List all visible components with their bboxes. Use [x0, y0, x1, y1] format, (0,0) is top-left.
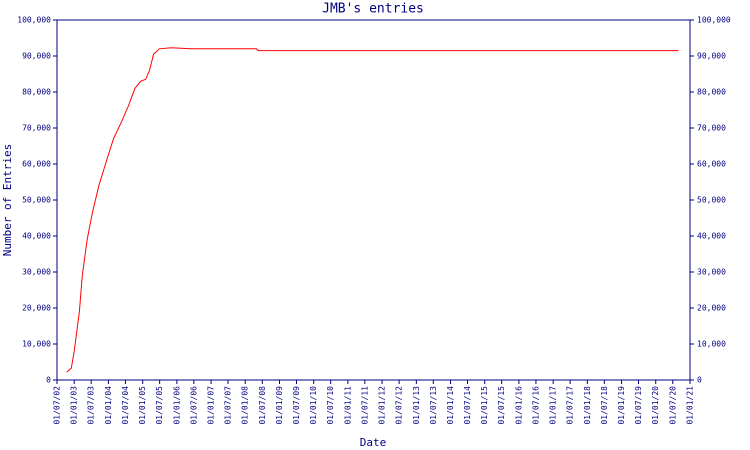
y-tick-label: 10,000 — [22, 340, 51, 349]
x-tick-label: 01/01/13 — [412, 386, 421, 425]
y-tick-label: 40,000 — [22, 232, 51, 241]
x-tick-label: 01/07/15 — [497, 386, 506, 425]
x-tick-label: 01/01/06 — [172, 386, 181, 425]
y2-tick-label: 40,000 — [697, 232, 726, 241]
x-tick-label: 01/07/09 — [292, 386, 301, 425]
x-tick-label: 01/07/16 — [531, 386, 540, 425]
x-tick-label: 01/07/18 — [600, 386, 609, 425]
x-axis-label: Date — [360, 436, 387, 449]
x-tick-label: 01/01/12 — [378, 386, 387, 425]
x-tick-label: 01/01/10 — [309, 386, 318, 425]
x-tick-label: 01/01/15 — [480, 386, 489, 425]
x-tick-label: 01/07/04 — [121, 386, 130, 425]
data-line — [66, 47, 679, 373]
x-tick-label: 01/01/05 — [138, 386, 147, 425]
x-tick-label: 01/07/08 — [258, 386, 267, 425]
y2-tick-label: 60,000 — [697, 160, 726, 169]
x-tick-label: 01/01/07 — [207, 386, 216, 425]
x-tick-label: 01/01/09 — [275, 386, 284, 425]
y2-tick-label: 30,000 — [697, 268, 726, 277]
x-tick-label: 01/01/16 — [514, 386, 523, 425]
chart-title: JMB's entries — [322, 2, 424, 17]
y2-tick-label: 100,000 — [697, 16, 731, 25]
x-tick-label: 01/07/10 — [326, 386, 335, 425]
x-tick-label: 01/07/12 — [395, 386, 404, 425]
x-tick-label: 01/01/03 — [70, 386, 79, 425]
y-tick-label: 100,000 — [17, 16, 51, 25]
x-tick-label: 01/07/05 — [155, 386, 164, 425]
x-tick-label: 01/01/18 — [583, 386, 592, 425]
x-tick-label: 01/01/11 — [343, 386, 352, 425]
plot-frame — [56, 19, 691, 381]
x-tick-label: 01/07/03 — [87, 386, 96, 425]
y2-tick-label: 70,000 — [697, 124, 726, 133]
y-tick-label: 50,000 — [22, 196, 51, 205]
y2-tick-label: 20,000 — [697, 304, 726, 313]
x-tick-label: 01/01/14 — [446, 386, 455, 425]
x-tick-label: 01/01/21 — [686, 386, 695, 425]
x-tick-label: 01/07/02 — [53, 386, 62, 425]
x-tick-label: 01/01/17 — [549, 386, 558, 425]
y-tick-label: 80,000 — [22, 88, 51, 97]
y2-tick-label: 90,000 — [697, 52, 726, 61]
y-tick-label: 20,000 — [22, 304, 51, 313]
y-tick-label: 90,000 — [22, 52, 51, 61]
y-tick-label: 70,000 — [22, 124, 51, 133]
x-tick-label: 01/07/13 — [429, 386, 438, 425]
x-tick-label: 01/07/07 — [224, 386, 233, 425]
x-tick-label: 01/01/19 — [617, 386, 626, 425]
y2-tick-label: 10,000 — [697, 340, 726, 349]
x-tick-label: 01/01/08 — [241, 386, 250, 425]
y2-tick-label: 50,000 — [697, 196, 726, 205]
y-axis-label: Number of Entries — [1, 144, 14, 257]
x-tick-label: 01/07/14 — [463, 386, 472, 425]
y-tick-label: 30,000 — [22, 268, 51, 277]
x-tick-label: 01/01/04 — [104, 386, 113, 425]
x-tick-label: 01/07/19 — [634, 386, 643, 425]
x-tick-label: 01/07/06 — [189, 386, 198, 425]
y2-tick-label: 80,000 — [697, 88, 726, 97]
y-tick-label: 0 — [46, 376, 51, 385]
x-tick-label: 01/07/17 — [566, 386, 575, 425]
y2-tick-label: 0 — [697, 376, 702, 385]
x-tick-label: 01/07/11 — [360, 386, 369, 425]
x-tick-label: 01/07/20 — [668, 386, 677, 425]
x-tick-label: 01/01/20 — [651, 386, 660, 425]
y-tick-label: 60,000 — [22, 160, 51, 169]
